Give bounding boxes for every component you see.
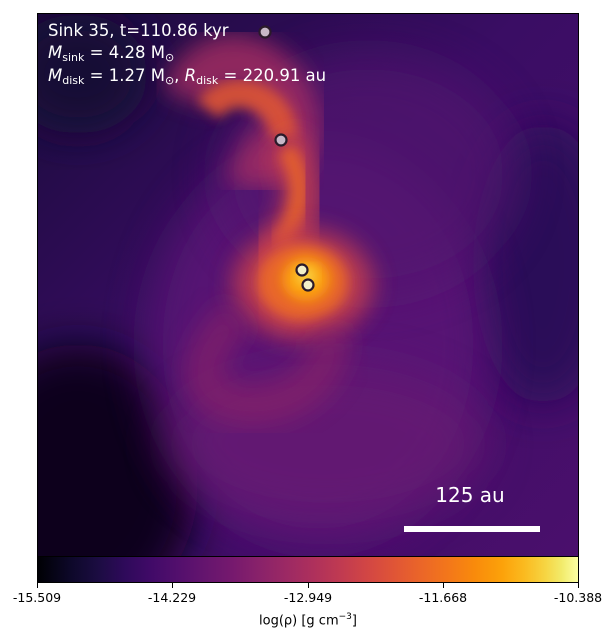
m-disk-unit: ⊙ [164, 74, 175, 87]
colorbar-tick-label: -11.668 [418, 590, 468, 605]
m-disk-value: = 1.27 M [84, 66, 165, 85]
density-map-panel: Sink 35, t=110.86 kyr Msink = 4.28 M⊙ Md… [37, 13, 579, 557]
lower-tail [184, 299, 350, 426]
m-disk-subscript: disk [62, 74, 85, 87]
colorbar-tick-label: -15.509 [12, 590, 62, 605]
m-disk-symbol: M [48, 66, 63, 85]
scale-bar-label: 125 au [435, 483, 505, 507]
r-disk-symbol: R [184, 66, 197, 85]
colorbar-label-exponent: −3 [338, 612, 352, 622]
sink-center-b [301, 278, 315, 292]
sink-mass-readout: Msink = 4.28 M⊙ [48, 43, 175, 64]
colorbar-label-end: ] [351, 613, 357, 629]
r-disk-subscript: disk [196, 74, 219, 87]
colorbar-tick [443, 583, 444, 588]
colorbar-tick-label: -12.949 [283, 590, 333, 605]
colorbar-tick [172, 583, 173, 588]
r-disk-value: = 220.91 au [218, 66, 327, 85]
m-sink-unit: ⊙ [164, 51, 175, 64]
colorbar-tick-label: -14.229 [147, 590, 197, 605]
m-sink-symbol: M [48, 43, 63, 62]
void-left-upper [38, 14, 148, 134]
m-sink-value: = 4.28 M [84, 43, 165, 62]
colorbar-label: log(ρ) [g cm−3] [200, 612, 416, 629]
snapshot-title: Sink 35, t=110.86 kyr [48, 21, 229, 40]
colorbar-tick-label: -10.388 [553, 590, 603, 605]
density-map [38, 14, 578, 556]
disk-separator: , [174, 66, 185, 85]
m-sink-subscript: sink [62, 51, 85, 64]
sink-center-a [295, 263, 309, 277]
sink-top-edge [258, 25, 272, 39]
colorbar [37, 556, 579, 583]
colorbar-tick [308, 583, 309, 588]
scale-bar [404, 526, 540, 532]
upper-arm-inner [197, 79, 298, 141]
colorbar-tick [37, 583, 38, 588]
colorbar-tick [578, 583, 579, 588]
colorbar-label-main: log(ρ) [g cm [259, 613, 339, 629]
sink-upper-arm [274, 133, 288, 147]
disk-readout: Mdisk = 1.27 M⊙, Rdisk = 220.91 au [48, 66, 327, 87]
